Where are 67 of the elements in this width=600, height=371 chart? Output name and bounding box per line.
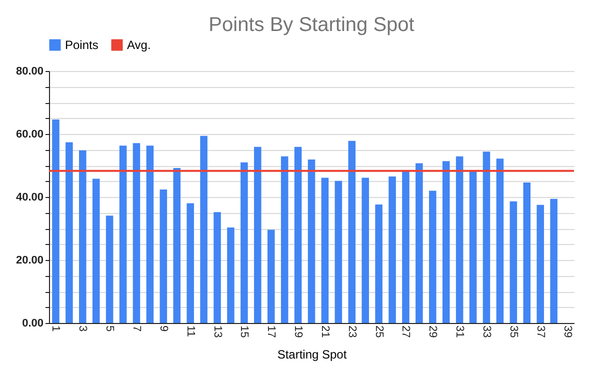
x-tick-label: 13: [211, 326, 224, 338]
bar: [469, 170, 477, 323]
x-tick-label: 17: [265, 326, 278, 338]
bar: [294, 146, 302, 323]
bar: [227, 228, 234, 323]
legend-label: Points: [65, 38, 98, 52]
bar: [496, 158, 504, 323]
bar: [348, 140, 356, 323]
bar: [429, 190, 436, 323]
bar: [334, 180, 342, 323]
chart-title: Points By Starting Spot: [208, 14, 415, 36]
bar: [523, 182, 531, 323]
x-tick-label: 3: [76, 326, 89, 332]
bar: [119, 146, 127, 323]
y-tick-label: 80.00: [16, 66, 44, 78]
x-tick-label: 27: [400, 326, 412, 338]
bar: [214, 212, 221, 323]
bar: [456, 156, 464, 323]
bar: [200, 136, 208, 323]
y-tick-label: 60.00: [16, 128, 44, 140]
bar: [240, 162, 248, 323]
x-tick-label: 39: [561, 326, 574, 338]
x-tick-label: 19: [292, 326, 304, 338]
bar: [267, 230, 275, 323]
bar: [550, 198, 558, 323]
bar: [416, 163, 423, 323]
x-tick-label: 31: [454, 326, 466, 338]
bar: [442, 161, 450, 323]
x-tick-label: 15: [238, 326, 250, 338]
x-tick-label: 21: [318, 326, 331, 338]
bar: [160, 189, 168, 323]
bar: [536, 204, 544, 323]
bar: [402, 170, 410, 323]
x-tick-label: 37: [534, 326, 546, 338]
x-tick-label: 25: [372, 326, 385, 338]
bar: [375, 204, 382, 323]
bar: [388, 176, 396, 323]
bar: [186, 203, 194, 323]
bar: [362, 178, 369, 323]
y-tick-label: 40.00: [16, 192, 44, 204]
x-tick-label: 23: [346, 326, 358, 338]
bar: [510, 201, 518, 323]
bar: [92, 178, 100, 323]
bar: [308, 160, 316, 323]
x-tick-label: 11: [184, 326, 196, 337]
x-tick-label: 29: [426, 326, 439, 338]
x-tick-label: 7: [130, 326, 142, 332]
bar: [106, 216, 114, 323]
bar: [321, 178, 329, 323]
x-tick-label: 1: [50, 326, 62, 332]
y-tick-label: 0.00: [22, 318, 44, 330]
x-tick-label: 33: [480, 326, 492, 338]
x-axis-title: Starting Spot: [277, 348, 348, 362]
bar: [132, 143, 140, 323]
legend-label: Avg.: [127, 38, 151, 52]
bar: [79, 150, 86, 323]
bar: [280, 156, 288, 323]
x-tick-label: 35: [507, 326, 520, 338]
bar: [66, 142, 73, 323]
x-tick-label: 9: [157, 326, 170, 332]
bar: [482, 152, 490, 323]
bar: [173, 168, 181, 323]
bar: [254, 146, 262, 323]
bar: [146, 146, 154, 323]
bar: [52, 120, 60, 323]
x-tick-label: 5: [104, 326, 116, 332]
y-tick-label: 20.00: [16, 254, 44, 266]
